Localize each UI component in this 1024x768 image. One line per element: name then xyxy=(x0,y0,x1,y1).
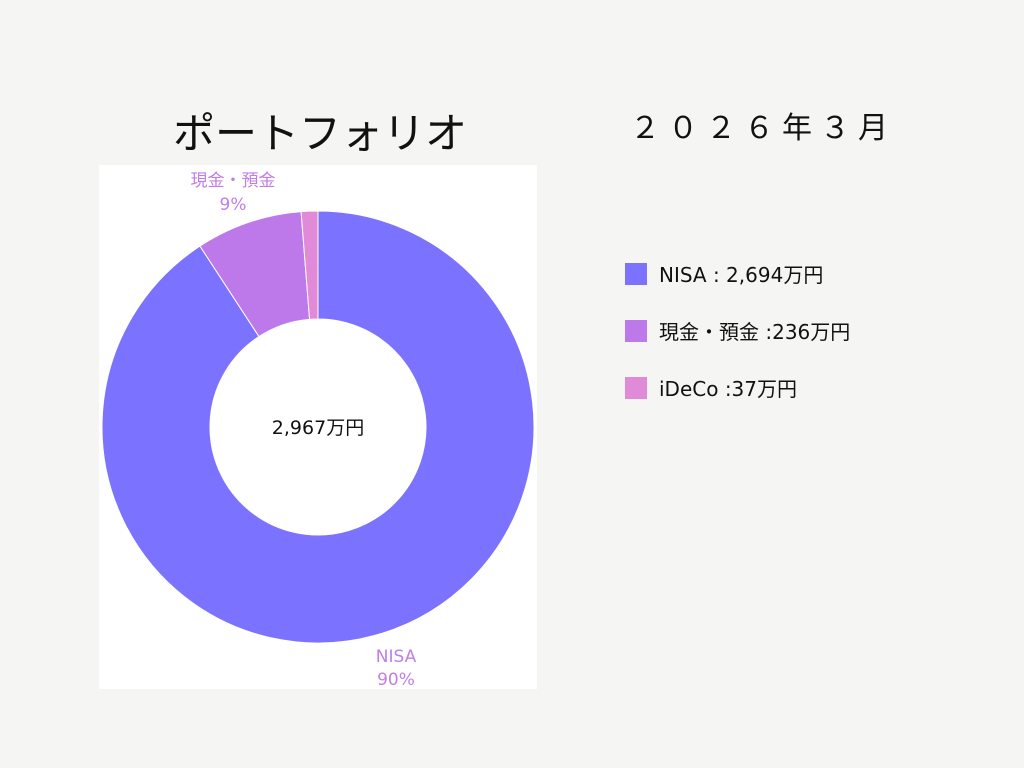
legend-swatch xyxy=(625,376,647,399)
data-label-percent: 9% xyxy=(220,195,247,215)
center-total-label: 2,967万円 xyxy=(272,417,364,439)
chart-area: 2,967万円 NISA 90% 現金・預金 9% xyxy=(99,165,537,689)
legend-label: iDeCo :37万円 xyxy=(659,377,798,401)
data-label-name: NISA xyxy=(376,647,417,667)
data-label-name: 現金・預金 xyxy=(191,171,276,191)
legend-item-cash: 現金・預金 :236万円 xyxy=(625,316,850,345)
data-label-percent: 90% xyxy=(377,670,415,689)
legend-item-ideco: iDeCo :37万円 xyxy=(625,373,797,402)
legend-swatch xyxy=(625,319,647,342)
donut-chart: 2,967万円 NISA 90% 現金・預金 9% xyxy=(101,171,535,689)
legend-label: NISA : 2,694万円 xyxy=(659,263,824,287)
legend-swatch xyxy=(625,262,647,285)
legend-item-nisa: NISA : 2,694万円 xyxy=(625,259,823,288)
slice-iDeCo xyxy=(300,210,319,320)
date-label: ２０２６年３月 xyxy=(630,111,896,146)
legend-label: 現金・預金 :236万円 xyxy=(659,320,851,344)
page-title: ポートフォリオ xyxy=(172,109,467,158)
slice-NISA xyxy=(101,210,535,644)
